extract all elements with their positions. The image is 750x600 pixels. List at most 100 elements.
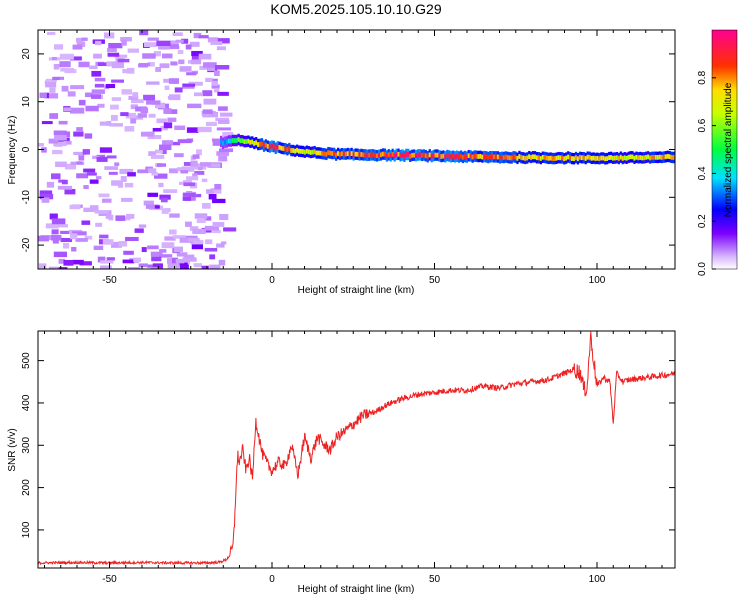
spectrogram-noise-cell [198,53,212,60]
spectrogram-noise-cell [159,144,172,151]
spectrogram-noise-cell [161,242,175,249]
spectrogram-noise-cell [214,183,222,190]
spectrogram-noise-cell [175,39,184,43]
spectrogram-noise-cell [44,80,52,84]
spectrogram-noise-cell [217,91,229,96]
spectrogram-ridge-cell [262,143,266,149]
spectrogram-noise-cell [75,37,83,43]
spectrogram-noise-cell [111,79,125,83]
spectrogram-ridge-cell [559,155,562,161]
spectrogram-noise-cell [210,41,223,45]
spectrogram-noise-cell [138,224,147,228]
spectrogram-noise-cell [177,50,184,55]
spectrogram-ridge-cell [610,155,613,160]
spectrogram-noise-cell [105,213,112,219]
spectrogram-noise-cell [164,236,176,241]
spectrogram-ridge-cell [489,154,492,160]
spectrogram-ridge-cell [528,154,531,160]
spectrogram-ridge-cell [430,154,433,159]
spectrogram-noise-cell [49,213,58,220]
spectrogram-noise-cell [186,176,199,181]
spectrogram-noise-cell [44,93,59,99]
spectrogram-ridge-cell [672,155,675,160]
spectrogram-ridge-cell [629,154,632,160]
spectrogram-ridge-cell [329,150,332,156]
spectrogram-noise-cell [186,72,197,76]
spectrogram-noise-cell [147,135,162,140]
spectrogram-ridge-cell [313,149,316,155]
spectrogram-noise-cell [163,189,178,193]
spectrogram-noise-cell [207,65,216,72]
spectrogram-noise-cell [57,185,73,190]
spectrogram-ridge-cell [395,152,398,157]
spectrogram-ridge-cell [393,153,396,159]
spectrogram-ridge-cell [342,151,346,157]
spectrogram-ridge-cell [487,155,490,160]
spectrogram-y-tick-label: -10 [21,190,32,205]
spectrogram-noise-cell [120,37,132,42]
spectrogram-ridge-cell [485,154,488,160]
spectrogram-noise-cell [147,61,155,67]
spectrogram-noise-cell [107,52,120,57]
spectrogram-noise-cell [159,249,167,253]
spectrogram-noise-cell [161,53,173,59]
spectrogram-ridge-cell [298,148,301,154]
spectrogram-noise-cell [99,234,109,239]
spectrogram-noise-cell [108,171,118,175]
chart-title: KOM5.2025.105.10.10.G29 [270,1,441,17]
spectrogram-ridge-cell [496,154,500,160]
spectrogram-noise-cell [202,202,211,209]
spectrogram-noise-cell [95,176,102,180]
spectrogram-noise-cell [170,61,178,66]
spectrogram-noise-cell [53,130,67,135]
spectrogram-ridge-cell [567,154,570,160]
spectrogram-noise-cell [222,131,234,138]
spectrogram-noise-cell [114,54,128,58]
spectrogram-noise-cell [210,188,222,194]
spectrogram-noise-cell [110,104,119,110]
spectrogram-noise-cell [161,208,169,214]
spectrogram-noise-cell [161,148,167,154]
spectrogram-ridge-cell [442,153,445,159]
spectrogram-ridge-cell [405,152,408,157]
spectrogram-noise-cell [172,141,181,146]
spectrogram-ridge-cell [340,151,344,157]
spectrogram-noise-cell [143,200,154,206]
spectrogram-ridge-cell [434,152,437,158]
spectrogram-noise-cell [70,85,85,90]
spectrogram-noise-cell [94,210,109,214]
spectrogram-noise-cell [69,204,81,210]
spectrogram-noise-cell [120,112,129,117]
spectrogram-ridge-cell [535,155,539,161]
spectrogram-noise-cell [100,260,114,264]
spectrogram-noise-cell [83,185,89,190]
spectrogram-noise-cell [183,162,192,166]
spectrogram-noise-cell [110,114,118,121]
spectrogram-ridge-cell [578,154,581,160]
spectrogram-noise-cell [189,226,199,231]
spectrogram-noise-cell [55,161,67,168]
spectrogram-noise-cell [216,46,226,51]
spectrogram-ridge-cell [374,153,377,158]
spectrogram-ridge-cell [526,155,529,161]
spectrogram-ridge-cell [221,140,225,146]
spectrogram-noise-cell [76,161,83,165]
spectrogram-noise-cell [193,92,203,97]
spectrogram-noise-cell [171,257,179,264]
spectrogram-ridge-cell [643,155,646,161]
spectrogram-noise-cell [217,106,228,111]
spectrogram-noise-cell [105,84,116,89]
spectrogram-noise-cell [159,194,171,200]
spectrogram-noise-cell [76,173,89,179]
spectrogram-noise-cell [58,120,68,125]
spectrogram-ridge-cell [387,152,390,158]
spectrogram-noise-cell [52,149,63,155]
spectrogram-ridge-cell [409,153,412,159]
spectrogram-ridge-cell [664,154,667,160]
spectrogram-noise-cell [180,260,190,265]
spectrogram-noise-cell [109,123,123,127]
spectrogram-noise-cell [121,197,133,202]
spectrogram-noise-cell [125,217,131,221]
spectrogram-ridge-cell [327,150,330,156]
spectrogram-noise-cell [142,53,156,59]
